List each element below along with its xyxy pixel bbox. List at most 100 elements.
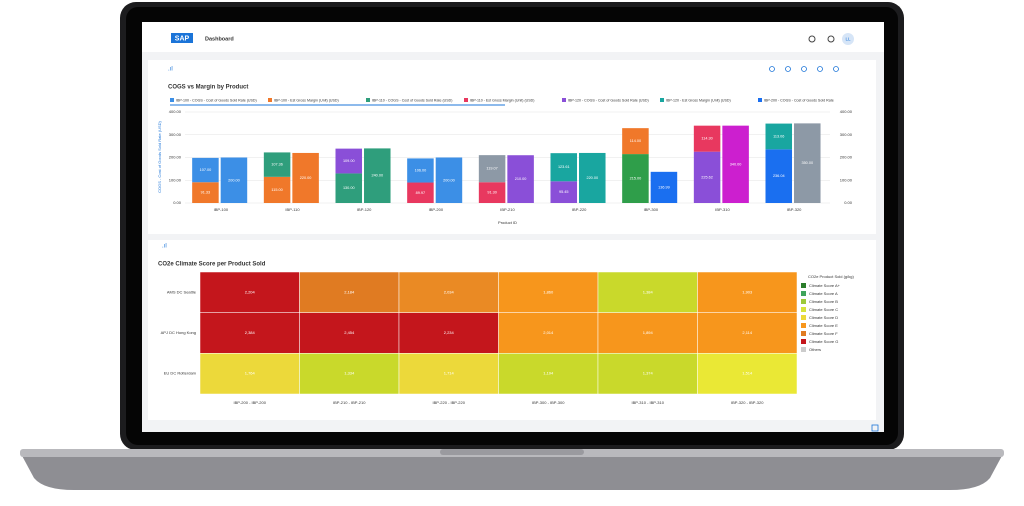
bar — [364, 148, 391, 203]
panel-toolbar — [769, 66, 839, 72]
x-tick-label: IBP-300 — [644, 207, 659, 212]
bar — [579, 152, 606, 203]
x-axis-label: Product ID — [498, 220, 517, 225]
heat-cell — [398, 312, 499, 354]
legend-label: Climate Score B — [809, 299, 838, 304]
avatar-initials: LL — [845, 37, 851, 42]
y2-tick-label: 100.00 — [840, 177, 853, 182]
cell-label: 2,034 — [444, 289, 455, 294]
bar — [765, 123, 793, 150]
zoom-out-icon[interactable] — [833, 66, 839, 72]
bar — [550, 153, 578, 182]
bar — [292, 152, 319, 203]
zoom-in-icon[interactable] — [817, 66, 823, 72]
help-icon[interactable] — [827, 35, 835, 43]
legend-label: Climate Score A — [809, 291, 838, 296]
bar — [407, 182, 434, 203]
column-label: IBP-200 - IBP-200 — [234, 400, 267, 405]
x-tick-label: IBP-120 — [357, 207, 372, 212]
legend-swatch — [801, 315, 806, 320]
avatar[interactable] — [842, 33, 854, 45]
bar — [693, 151, 721, 203]
bar — [478, 155, 506, 183]
cell-label: 1,894 — [643, 330, 654, 335]
cell-label: 1,714 — [444, 371, 455, 376]
panel — [148, 60, 876, 234]
refresh-icon[interactable] — [769, 66, 775, 72]
expand-icon[interactable] — [871, 424, 879, 432]
legend-label: IBP-100 - COGS - Cost of Goods Sold Rate… — [176, 98, 257, 102]
data-label: 200.00 — [228, 178, 240, 182]
heat-cell — [398, 271, 499, 313]
bar — [693, 125, 721, 152]
y2-tick-label: 0.00 — [844, 200, 853, 205]
data-label: 200.00 — [443, 178, 455, 182]
bar — [335, 148, 363, 174]
x-tick-label: IBP-320 — [787, 207, 802, 212]
data-label: 114.00 — [630, 139, 641, 143]
legend-label: IBP-120 - COGS - Cost of Goods Sold Rate… — [568, 98, 649, 102]
bar — [622, 128, 649, 155]
cell-label: 1,374 — [643, 371, 654, 376]
cell-label: 1,903 — [742, 289, 753, 294]
y2-tick-label: 300.00 — [840, 132, 853, 137]
notification-icon[interactable] — [808, 35, 816, 43]
legend-label: IBP-120 - Est Gross Margin (Unit) (USD) — [666, 98, 731, 102]
heat-cell — [199, 271, 300, 313]
legend-label: IBP-110 - COGS - Cost of Goods Sold Rate… — [372, 98, 452, 102]
data-label: 210.00 — [515, 177, 527, 181]
legend-label: Others — [809, 347, 821, 352]
legend-label: Climate Score C — [809, 307, 838, 312]
legend-swatch — [801, 283, 806, 288]
bar — [507, 155, 534, 203]
heat-cell — [199, 312, 300, 354]
data-label: 114.30 — [701, 137, 712, 141]
row-label: EU DC Rotterdam — [164, 371, 197, 376]
legend-swatch — [464, 98, 468, 102]
heat-cell — [498, 271, 599, 313]
legend-swatch — [170, 98, 174, 102]
data-label: 107.36 — [271, 163, 283, 167]
data-label: 236.04 — [773, 174, 785, 178]
bar — [263, 152, 291, 177]
bar — [263, 176, 291, 203]
cell-label: 1,384 — [643, 289, 654, 294]
swap-icon[interactable] — [801, 66, 807, 72]
cell-label: 1,334 — [344, 371, 355, 376]
chart-icon: .ıl — [168, 67, 173, 73]
heat-cell — [697, 271, 798, 313]
legend-swatch — [801, 331, 806, 336]
x-tick-label: IBP-200 — [429, 207, 444, 212]
legend-swatch — [268, 98, 272, 102]
legend-label: IBP-100 - Est Gross Margin (Unit) (USD) — [274, 98, 339, 102]
cell-label: 1,194 — [543, 371, 554, 376]
legend-swatch — [801, 291, 806, 296]
legend-label: IBP-200 - COGS - Cost of Goods Sold Rate — [764, 98, 834, 102]
heat-cell — [299, 312, 400, 354]
y-tick-label: 100.00 — [169, 177, 182, 182]
link-icon[interactable] — [785, 66, 791, 72]
legend-swatch — [801, 299, 806, 304]
data-label: 220.00 — [300, 176, 312, 180]
data-label: 115.00 — [271, 188, 282, 192]
cell-label: 2,454 — [344, 330, 355, 335]
bar — [192, 182, 219, 203]
heat-cell — [697, 353, 798, 395]
bar — [550, 181, 578, 203]
legend-swatch — [366, 98, 370, 102]
column-label: IBP-220 - IBP-220 — [433, 400, 466, 405]
x-tick-label: IBP-310 — [715, 207, 730, 212]
heat-cell — [498, 312, 599, 354]
y2-tick-label: 200.00 — [840, 155, 853, 160]
heat-cell — [299, 271, 400, 313]
cell-label: 2,114 — [742, 330, 752, 335]
bar — [650, 171, 678, 203]
y-axis-label: COGS - Cost of Goods Sold Rate (USD) — [157, 120, 162, 192]
bar — [622, 154, 649, 203]
data-label: 350.00 — [801, 161, 813, 165]
data-label: 215.00 — [630, 177, 642, 181]
legend-label: Climate Score D — [809, 315, 838, 320]
legend-swatch — [758, 98, 762, 102]
legend-label: Climate Score F — [809, 331, 838, 336]
